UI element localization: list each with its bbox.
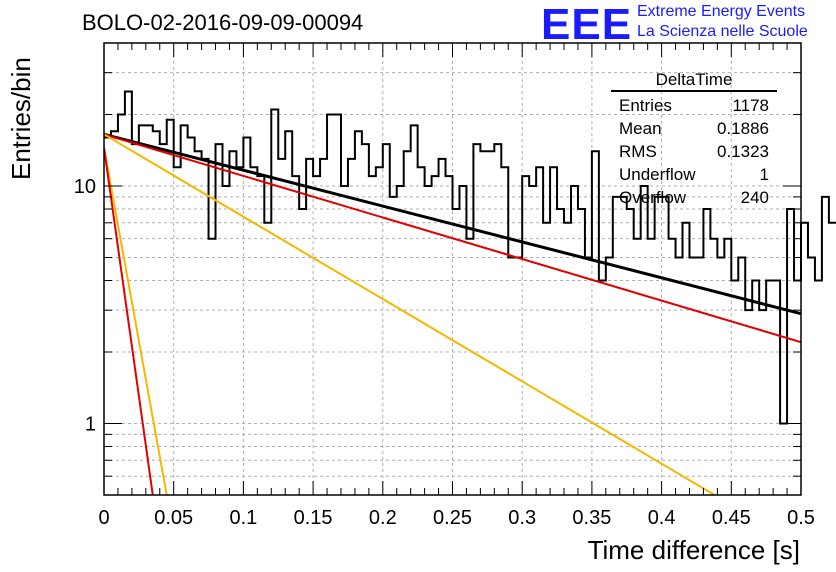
x-tick-label: 0.1 bbox=[229, 507, 257, 529]
stats-box: DeltaTime Entries 1178 Mean 0.1886 RMS 0.13… bbox=[611, 70, 777, 209]
x-axis-label: Time difference [s] bbox=[587, 535, 800, 565]
fit-line-3 bbox=[104, 133, 716, 495]
stats-label: Underflow bbox=[619, 165, 696, 184]
stats-value: 1 bbox=[759, 165, 769, 184]
fit-line-4 bbox=[104, 147, 168, 495]
stats-value: 1178 bbox=[732, 96, 769, 115]
x-tick-label: 0.05 bbox=[154, 507, 193, 529]
x-tick-label: 0.5 bbox=[787, 507, 815, 529]
x-tick-label: 0.3 bbox=[508, 507, 536, 529]
x-tick-label: 0.2 bbox=[369, 507, 397, 529]
fit-line-2 bbox=[104, 133, 801, 344]
stats-label: Overflow bbox=[619, 188, 687, 207]
stats-row-overflow: Overflow 240 bbox=[611, 186, 777, 209]
histogram-steps bbox=[104, 90, 836, 425]
chart-title: BOLO-02-2016-09-09-00094 bbox=[82, 10, 364, 35]
stats-value: 240 bbox=[740, 188, 769, 207]
y-axis-label: Entries/bin bbox=[6, 57, 36, 180]
stats-row-entries: Entries 1178 bbox=[611, 94, 777, 117]
stats-row-rms: RMS 0.1323 bbox=[611, 140, 777, 163]
fit-line-5 bbox=[104, 147, 154, 495]
stats-value: 0.1886 bbox=[717, 119, 769, 138]
stats-row-mean: Mean 0.1886 bbox=[611, 117, 777, 140]
logo-tagline-2: La Scienza nelle Scuole bbox=[637, 23, 808, 40]
x-tick-label: 0.45 bbox=[712, 507, 751, 529]
y-tick-label: 10 bbox=[74, 176, 96, 198]
y-tick-label: 1 bbox=[85, 414, 96, 436]
fit-line-1 bbox=[104, 132, 801, 316]
stats-title: DeltaTime bbox=[611, 70, 777, 92]
x-tick-label: 0.4 bbox=[648, 507, 676, 529]
stats-label: Mean bbox=[619, 119, 662, 138]
x-tick-label: 0.35 bbox=[572, 507, 611, 529]
x-tick-label: 0.15 bbox=[294, 507, 333, 529]
stats-label: Entries bbox=[619, 96, 672, 115]
logo-tagline-1: Extreme Energy Events bbox=[637, 3, 806, 20]
x-tick-label: 0 bbox=[98, 507, 109, 529]
stats-value: 0.1323 bbox=[717, 142, 769, 161]
stats-row-underflow: Underflow 1 bbox=[611, 163, 777, 186]
stats-label: RMS bbox=[619, 142, 657, 161]
eee-logo: EEE bbox=[541, 0, 633, 49]
x-tick-label: 0.25 bbox=[433, 507, 472, 529]
